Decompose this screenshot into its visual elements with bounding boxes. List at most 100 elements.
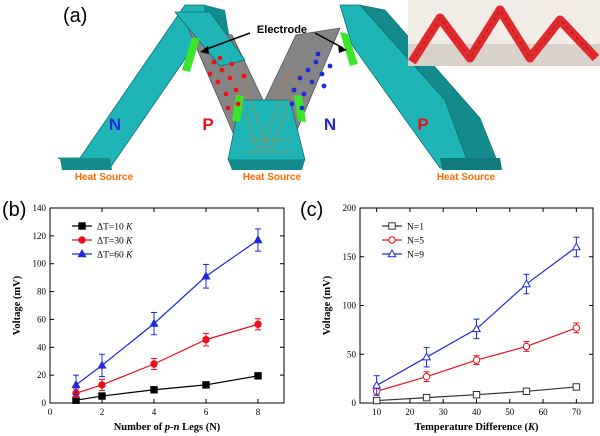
x-tick-label: 70	[572, 407, 582, 417]
series-0	[72, 372, 262, 404]
x-tick-label: 40	[472, 407, 482, 417]
legend-marker	[78, 236, 86, 244]
data-point	[98, 381, 106, 389]
data-point	[201, 271, 211, 280]
legend-label: ΔT=30 K	[97, 237, 133, 247]
data-point	[98, 392, 106, 400]
data-point	[202, 381, 210, 389]
left-leg-base	[60, 158, 112, 170]
y-tick-label: 100	[33, 259, 47, 269]
data-point	[202, 335, 210, 344]
legend: N=1 N=5 N=9	[382, 222, 424, 261]
y-tick-label: 100	[343, 301, 357, 311]
plot-frame	[49, 207, 285, 404]
y-tick-label: 200	[343, 203, 357, 213]
legend-label-part: K	[125, 251, 133, 261]
x-axis-title-part: Temperature Difference (	[414, 422, 528, 433]
x-tick-label: 0	[48, 407, 53, 417]
x-tick-label: 10	[372, 407, 382, 417]
series-2	[71, 228, 263, 396]
series-1	[72, 318, 262, 398]
legend-label-part: N=9	[407, 251, 424, 261]
electrode-label: Electrode	[257, 24, 307, 36]
data-point	[72, 396, 80, 404]
data-point	[254, 372, 262, 380]
legend-marker	[388, 236, 396, 244]
legend-label-part: N=1	[407, 223, 424, 233]
data-point	[253, 235, 263, 244]
x-tick-label: 2	[100, 407, 105, 417]
x-tick-label: 50	[505, 407, 515, 417]
legend-label-part: ΔT=30	[97, 237, 126, 247]
heat-source-label-left: Heat Source	[75, 172, 134, 183]
leg-label-n-right: N	[324, 115, 336, 134]
plot-frame	[359, 207, 594, 404]
legend-label: ΔT=10 K	[97, 223, 133, 233]
y-tick-label: 120	[33, 231, 47, 241]
legend-label: ΔT=60 K	[97, 251, 133, 261]
legend-label-part: K	[125, 223, 133, 233]
x-axis-title-part: )	[535, 422, 539, 433]
legend-marker	[387, 248, 397, 258]
x-tick-label: 4	[152, 407, 157, 417]
data-point	[472, 391, 481, 399]
data-point	[372, 380, 382, 389]
legend-marker	[388, 222, 396, 230]
legend: ΔT=10 KΔT=30 KΔT=60 K	[72, 222, 133, 261]
y-axis-title: Voltage (mV)	[12, 275, 23, 335]
p-carrier-dots	[207, 55, 247, 111]
panel-label-a: (a)	[63, 5, 87, 27]
y-tick-label: 0	[352, 398, 357, 408]
legend-label: N=1	[407, 223, 424, 233]
legend-label-part: K	[125, 237, 133, 247]
legend-marker	[77, 248, 87, 258]
x-axis-title-part: Number of	[114, 422, 165, 433]
data-point	[422, 352, 432, 361]
y-tick-label: 40	[37, 342, 47, 352]
panel-label-c: (c)	[300, 199, 323, 221]
heat-flow-arrows	[229, 69, 301, 153]
right-leg-base	[440, 158, 502, 170]
data-point	[422, 393, 431, 402]
data-point	[522, 342, 531, 351]
legend-label-part: ΔT=10	[97, 223, 126, 233]
left-frame	[57, 4, 206, 169]
electrode-arrowhead-right	[338, 45, 347, 53]
y-axis-title: Voltage (mV)	[322, 275, 333, 335]
electrode-arrow-left	[203, 32, 251, 51]
thermoelectric-schematic: Electrode N P N P Heat Source Heat Sourc…	[57, 0, 600, 183]
x-tick-label: 30	[439, 407, 449, 417]
x-tick-label: 20	[405, 407, 415, 417]
series-0	[372, 383, 581, 405]
heat-source-label-right: Heat Source	[437, 172, 496, 183]
chart-c: 0 50 100 150 200 10 20 30 40 50 60 70 Voltage (mV) Te…	[322, 203, 594, 433]
leg-label-n-left: N	[109, 115, 121, 134]
data-point	[572, 383, 581, 391]
data-point	[254, 320, 262, 329]
data-point	[97, 360, 107, 369]
center-connector-front	[228, 160, 305, 170]
x-tick-label: 60	[539, 407, 549, 417]
heat-source-label-center: Heat Source	[243, 172, 302, 183]
leg-label-p-left: P	[202, 115, 213, 134]
data-point	[471, 323, 482, 333]
y-tick-label: 80	[37, 287, 47, 297]
legend-label: N=5	[407, 237, 424, 247]
legend-label: N=9	[407, 251, 424, 261]
electrode-arrowhead-left	[200, 46, 209, 54]
data-point	[71, 379, 81, 389]
y-tick-label: 150	[343, 252, 357, 262]
data-point	[372, 396, 381, 405]
x-tick-label: 8	[256, 407, 261, 417]
data-point	[150, 360, 158, 368]
n-carrier-dots	[289, 51, 333, 111]
legend-label-part: N=5	[407, 237, 424, 247]
y-tick-label: 60	[37, 314, 47, 324]
y-tick-label: 140	[33, 203, 47, 213]
legend-marker	[78, 222, 86, 230]
data-point	[521, 279, 531, 288]
leg-label-p-right: P	[417, 115, 428, 134]
data-point	[422, 372, 431, 381]
electrode-right	[340, 32, 358, 66]
